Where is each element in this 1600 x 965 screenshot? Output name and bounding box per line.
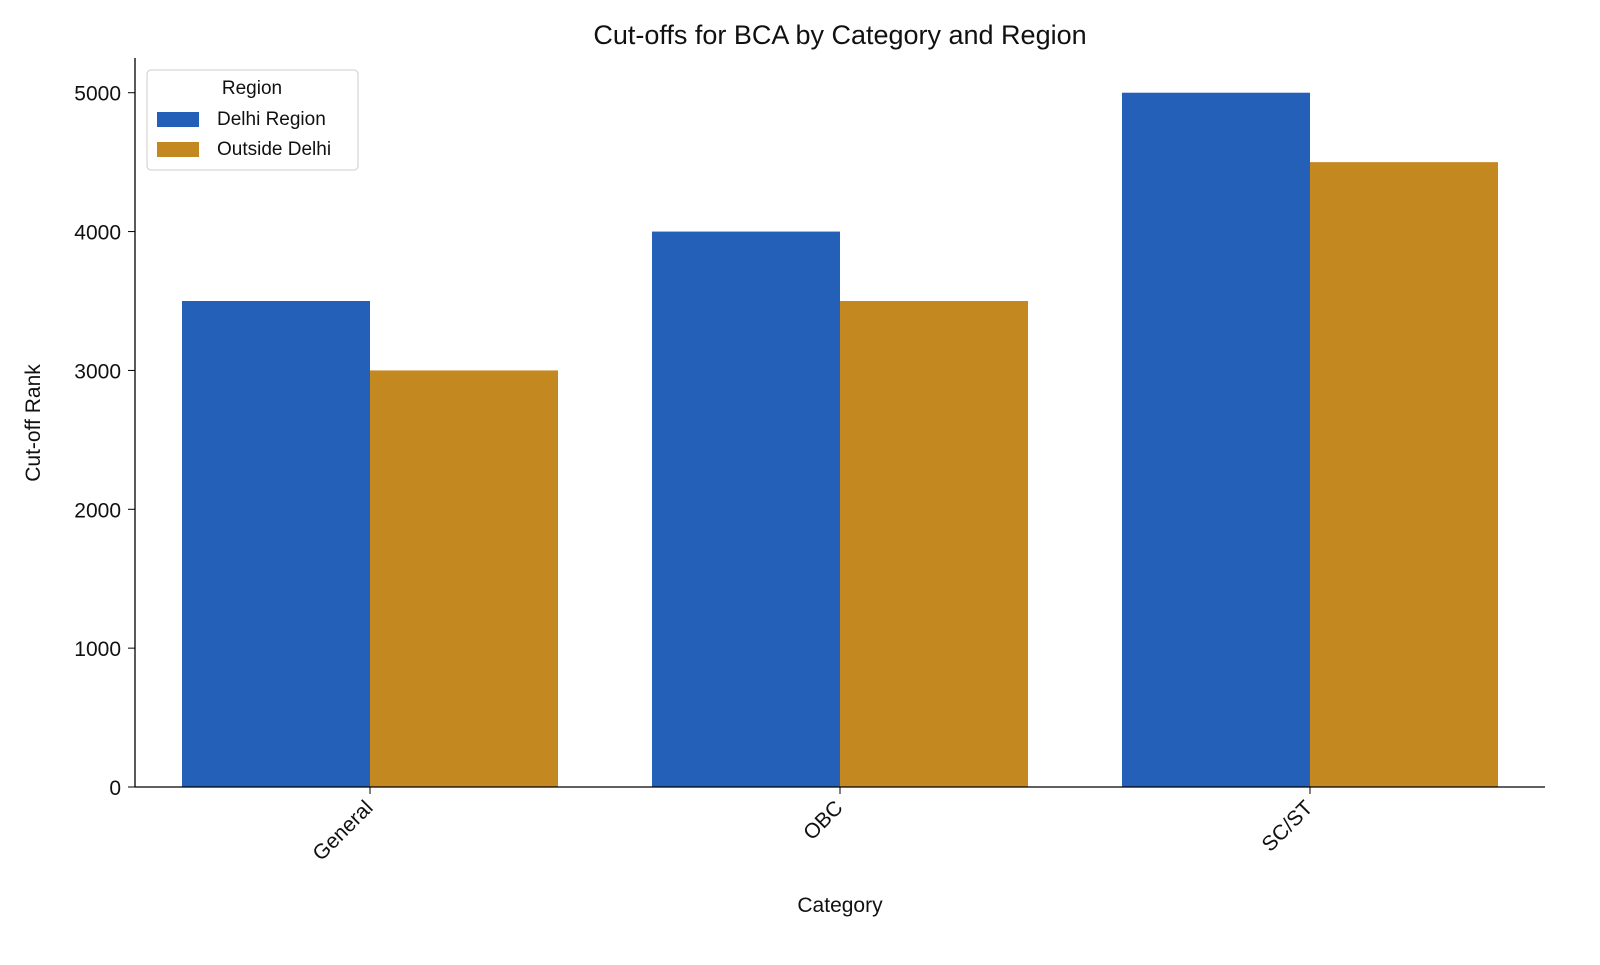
- legend-label-delhi-region: Delhi Region: [217, 109, 326, 130]
- legend-title: Region: [222, 78, 282, 99]
- legend: Region Delhi Region Outside Delhi: [146, 69, 359, 171]
- x-axis-label: Category: [797, 894, 883, 917]
- y-axis-label: Cut-off Rank: [22, 364, 45, 482]
- x-tick-label: OBC: [799, 796, 847, 844]
- bar-outside-delhi-general: [370, 370, 558, 787]
- y-tick-label: 2000: [74, 499, 121, 522]
- bar-outside-delhi-obc: [840, 301, 1028, 787]
- y-tick-label: 4000: [74, 222, 121, 245]
- y-tick-label: 1000: [74, 638, 121, 661]
- x-tick-label: General: [308, 796, 377, 865]
- legend-frame: [146, 69, 359, 171]
- bar-delhi-region-obc: [652, 231, 840, 788]
- legend-swatch-outside-delhi: [157, 142, 199, 157]
- x-tick-label: SC/ST: [1258, 796, 1318, 856]
- chart-title: Cut-offs for BCA by Category and Region: [593, 20, 1086, 50]
- bar-outside-delhi-scst: [1310, 162, 1498, 788]
- y-tick-label: 0: [109, 777, 121, 800]
- y-tick-label: 3000: [74, 360, 121, 383]
- y-tick-label: 5000: [74, 83, 121, 106]
- bar-delhi-region-scst: [1122, 92, 1310, 787]
- legend-label-outside-delhi: Outside Delhi: [217, 139, 331, 160]
- bar-delhi-region-general: [182, 301, 370, 787]
- legend-swatch-delhi-region: [157, 112, 199, 127]
